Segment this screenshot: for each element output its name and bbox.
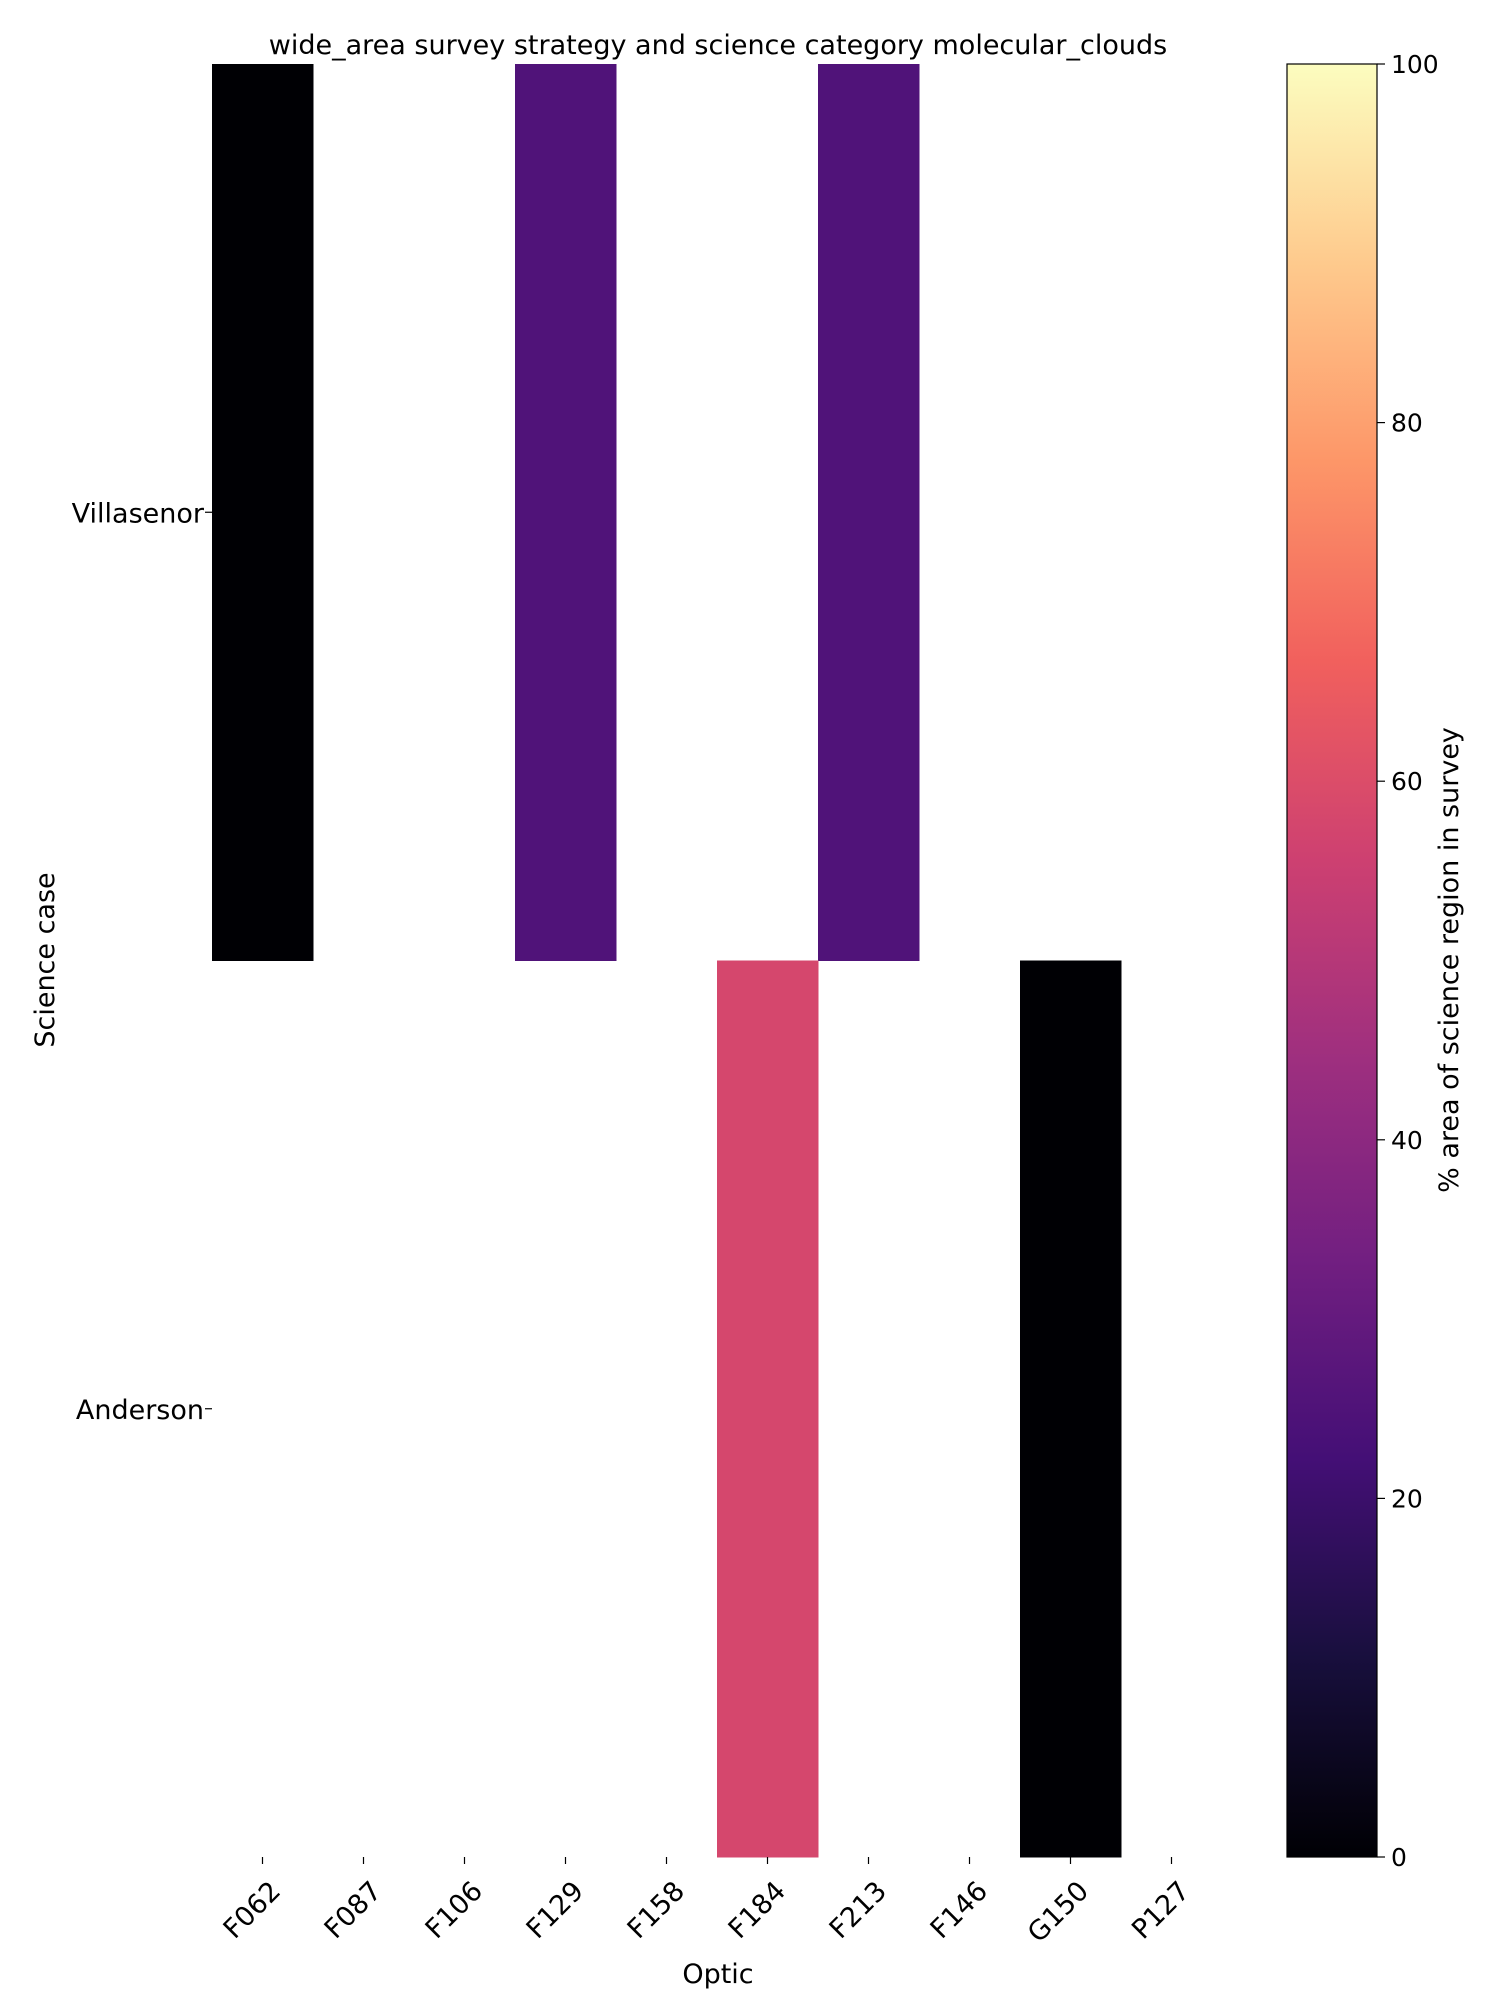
colorbar-tick-label: 40 [1391,1126,1423,1155]
x-tick-label: F062 [218,1876,287,1945]
heatmap-cell [717,960,819,1858]
heatmap-cells [212,64,1122,1858]
heatmap-cell [515,64,617,961]
colorbar-label: % area of science region in survey [1434,727,1465,1193]
heatmap-cell [1020,960,1122,1858]
x-tick-label: F087 [319,1876,388,1945]
y-tick-label: Anderson [76,1395,204,1426]
colorbar-ticks: 0 20 40 60 80 100 [1377,50,1439,1872]
chart-title: wide_area survey strategy and science ca… [269,30,1167,61]
x-tick-label: F146 [925,1876,994,1945]
x-axis: F062 F087 F106 F129 F158 F184 F213 F146 G150 P127 [218,1857,1196,1949]
x-tick-label: F158 [622,1876,691,1945]
x-tick-label: G150 [1022,1876,1095,1949]
x-tick-label: F129 [521,1876,590,1945]
colorbar-tick-label: 0 [1391,1843,1407,1872]
colorbar-tick-label: 60 [1391,767,1423,796]
y-tick-label: Villasenor [72,498,205,529]
x-axis-label: Optic [682,1959,753,1990]
y-axis-label: Science case [30,872,61,1047]
colorbar-gradient [1286,63,1378,1858]
heatmap-cell [818,64,920,961]
x-tick-label: F106 [420,1876,489,1945]
x-tick-label: F213 [824,1876,893,1945]
heatmap-cell [212,64,314,961]
y-axis: Villasenor Anderson [72,498,212,1426]
x-tick-label: F184 [723,1876,792,1945]
colorbar: 0 20 40 60 80 100 % area of science region in… [1286,50,1465,1872]
colorbar-tick-label: 100 [1391,50,1439,79]
x-tick-label: P127 [1126,1876,1196,1946]
colorbar-tick-label: 80 [1391,409,1423,438]
colorbar-tick-label: 20 [1391,1484,1423,1513]
